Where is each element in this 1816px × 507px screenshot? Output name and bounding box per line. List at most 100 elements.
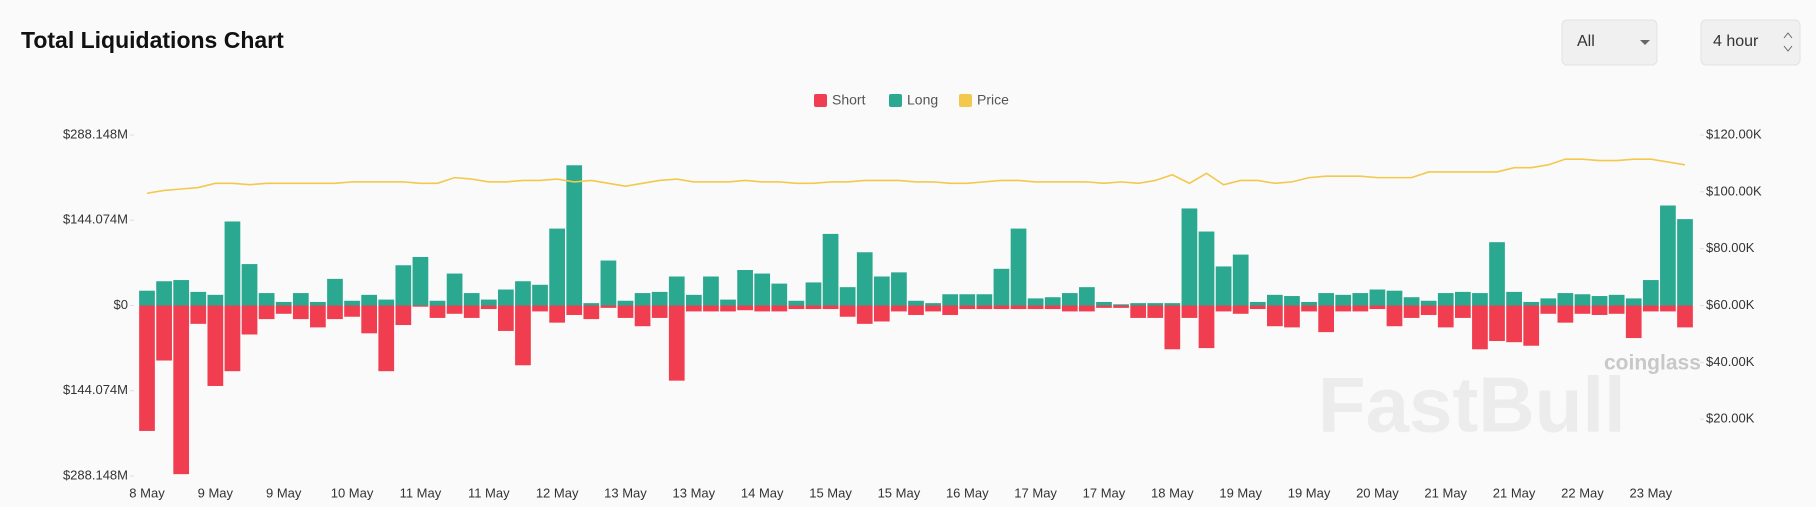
legend-swatch — [814, 94, 827, 107]
bar — [685, 305, 702, 312]
y2-tick-label: $60.00K — [1706, 297, 1755, 312]
bar — [771, 305, 788, 312]
bar — [908, 305, 924, 315]
bar — [839, 305, 856, 317]
bar — [327, 305, 343, 320]
bar — [310, 301, 326, 306]
bar — [942, 305, 959, 315]
bar — [1454, 291, 1471, 306]
bar — [600, 260, 617, 306]
y-tick-label: $288.148M — [63, 126, 128, 141]
bar — [258, 293, 275, 306]
bar — [873, 276, 890, 306]
bar — [1489, 242, 1505, 306]
y-tick-label: $144.074M — [63, 382, 128, 397]
bar — [754, 305, 771, 312]
bar — [1540, 298, 1557, 306]
bar — [788, 300, 805, 306]
bar — [1147, 305, 1164, 318]
bar — [1677, 219, 1693, 306]
bar — [839, 287, 856, 306]
bar — [1472, 293, 1488, 306]
bar — [703, 276, 719, 306]
bar — [1301, 301, 1317, 306]
bar — [1369, 305, 1386, 310]
bar — [1130, 305, 1147, 318]
bar — [1608, 305, 1625, 314]
bar — [310, 305, 326, 328]
bar — [651, 291, 668, 306]
interval-label[interactable]: 4 hour — [1713, 33, 1759, 50]
interval-select[interactable] — [1700, 19, 1801, 66]
bar — [634, 305, 651, 327]
bar — [873, 305, 890, 322]
bar — [942, 294, 959, 306]
bar — [925, 305, 941, 312]
bar — [634, 293, 651, 306]
bar — [1420, 300, 1437, 306]
bar — [532, 284, 548, 306]
bar — [378, 305, 395, 372]
bar — [480, 299, 497, 306]
bar — [1540, 305, 1557, 314]
y2-tick-label: $100.00K — [1706, 183, 1762, 198]
bar — [1198, 305, 1215, 349]
bar — [1181, 208, 1198, 306]
bar — [1164, 305, 1181, 350]
bar — [463, 305, 480, 318]
bar — [1249, 305, 1266, 310]
range-label[interactable]: All — [1577, 33, 1595, 50]
bar — [498, 289, 514, 306]
x-tick-label: 18 May — [1151, 485, 1194, 500]
bar — [429, 305, 446, 318]
bar — [1625, 305, 1642, 339]
x-tick-label: 21 May — [1424, 485, 1467, 500]
dropdown-arrow — [1640, 40, 1650, 45]
bar — [1472, 305, 1488, 350]
x-tick-label: 14 May — [741, 485, 784, 500]
bar — [532, 305, 548, 312]
bar — [412, 305, 429, 307]
bar — [805, 305, 822, 310]
bar — [1677, 305, 1693, 328]
bar — [1198, 231, 1215, 306]
bar — [754, 273, 771, 306]
x-tick-label: 15 May — [878, 485, 921, 500]
bar — [139, 305, 155, 431]
bar — [241, 305, 258, 335]
bar — [1044, 305, 1061, 310]
legend-label: Short — [832, 92, 866, 108]
bar — [976, 305, 993, 310]
bar — [617, 300, 634, 306]
bar — [480, 305, 497, 310]
bar — [651, 305, 668, 318]
bar — [1044, 297, 1061, 306]
bar — [1181, 305, 1198, 318]
bar — [498, 305, 514, 331]
bar — [207, 294, 224, 306]
bar — [1267, 294, 1283, 306]
legend-label: Long — [907, 92, 938, 108]
bar — [600, 305, 617, 308]
bar — [685, 294, 702, 306]
x-tick-label: 17 May — [1083, 485, 1126, 500]
bar — [1557, 305, 1574, 323]
x-tick-label: 23 May — [1630, 485, 1673, 500]
x-tick-label: 10 May — [331, 485, 374, 500]
y2-tick-label: $40.00K — [1706, 354, 1755, 369]
bar — [1061, 305, 1078, 312]
bar — [1608, 294, 1625, 306]
bar — [1027, 298, 1044, 306]
bar — [224, 305, 241, 372]
range-select[interactable] — [1561, 19, 1658, 66]
bar — [1574, 294, 1591, 306]
x-tick-label: 9 May — [198, 485, 234, 500]
watermark-coinglass: coinglass — [1604, 352, 1701, 375]
bar — [1574, 305, 1591, 314]
bar — [1591, 296, 1608, 306]
bar — [1386, 305, 1403, 327]
bar — [1403, 305, 1420, 318]
bar — [908, 300, 924, 306]
bar — [1489, 305, 1505, 342]
